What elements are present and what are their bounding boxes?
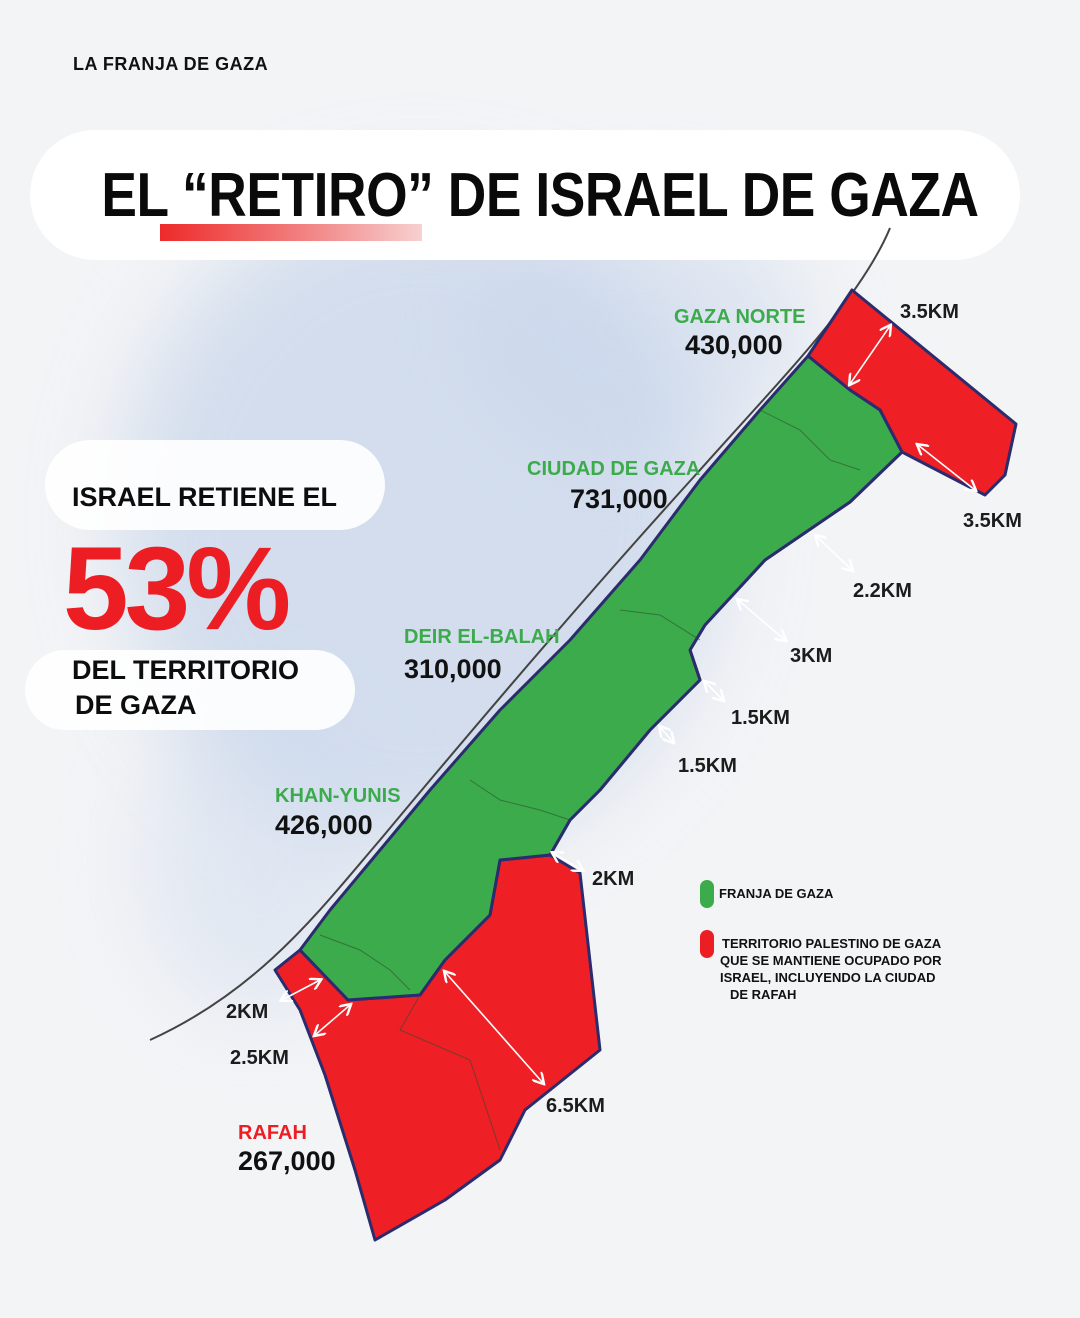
distance-label: 2.5KM [230,1047,289,1069]
title-underline [160,224,422,241]
legend-label-occupied-line1: TERRITORIO PALESTINO DE GAZA [722,936,942,951]
distance-label: 3.5KM [900,301,959,323]
region-name-khan-yunis: KHAN-YUNIS [275,785,401,807]
region-name-ciudad-de-gaza: CIUDAD DE GAZA [527,458,701,480]
occupied-territory-area [273,288,1018,1242]
coastline [149,227,891,1041]
stat-percentage: 53% [63,523,291,655]
stat-intro: ISRAEL RETIENE EL [72,482,338,512]
kicker-label: LA FRANJA DE GAZA [73,54,269,74]
stat-outro-line2: DE GAZA [75,690,197,720]
region-pop-khan-yunis: 426,000 [275,810,373,840]
region-name-deir-el-balah: DEIR EL-BALAH [404,626,560,648]
distance-label: 6.5KM [546,1095,605,1117]
page-title: EL “RETIRO” DE ISRAEL DE GAZA [101,161,979,230]
legend-label-occupied-line2: QUE SE MANTIENE OCUPADO POR [720,953,942,968]
region-pop-ciudad-de-gaza: 731,000 [570,484,668,514]
distance-label: 1.5KM [731,707,790,729]
region-name-gaza-norte: GAZA NORTE [674,306,806,328]
stat-outro-line1: DEL TERRITORIO [72,655,300,685]
distance-arrows [282,326,975,1083]
distance-label: 3KM [790,645,833,667]
legend-label-occupied-line3: ISRAEL, INCLUYENDO LA CIUDAD [720,970,936,985]
district-borders [319,409,861,1151]
region-pop-gaza-norte: 430,000 [685,330,783,360]
region-pop-rafah: 267,000 [238,1146,336,1176]
legend-label-gaza-strip: FRANJA DE GAZA [719,886,834,901]
legend-label-occupied-line4: DE RAFAH [730,987,797,1002]
region-pop-deir-el-balah: 310,000 [404,654,502,684]
distance-label: 3.5KM [963,510,1022,532]
distance-label: 2.2KM [853,580,912,602]
region-name-rafah: RAFAH [238,1122,307,1144]
distance-label: 2KM [226,1001,269,1023]
legend-swatch-gaza-strip [700,880,714,908]
distance-label: 2KM [592,868,635,890]
legend-swatch-occupied [700,930,714,958]
gaza-strip-area [298,354,904,1002]
distance-label: 1.5KM [678,755,737,777]
